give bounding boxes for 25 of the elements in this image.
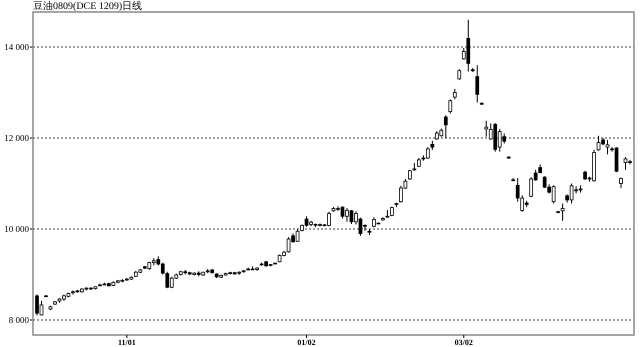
candlestick [170, 276, 174, 289]
candlestick [390, 206, 394, 217]
x-tick-label: 03/02 [454, 338, 473, 347]
candlestick [560, 203, 564, 222]
candlestick [552, 184, 556, 204]
y-tick-label: 8 000 [8, 314, 30, 325]
y-tick-label: 14 000 [4, 42, 30, 52]
x-tick-label: 01/02 [297, 338, 316, 347]
y-tick-label: 10 000 [4, 224, 30, 234]
candlestick [457, 68, 462, 80]
candlestick [529, 176, 534, 198]
candlestick [416, 158, 421, 168]
candlestick [430, 140, 434, 150]
candlestick [399, 185, 403, 204]
candlestick [542, 176, 547, 189]
candlestick [448, 98, 452, 114]
y-tick-label: 12 000 [4, 133, 30, 144]
candlestick [408, 169, 412, 180]
x-tick-label: 11/01 [118, 338, 136, 347]
candlestick [606, 139, 610, 155]
candlestick [475, 64, 480, 104]
chart-title: 豆油0809(DCE 1209)日线 [33, 0, 142, 12]
candlestick [426, 146, 430, 160]
candlestick [619, 177, 623, 189]
candlestick [452, 88, 457, 100]
